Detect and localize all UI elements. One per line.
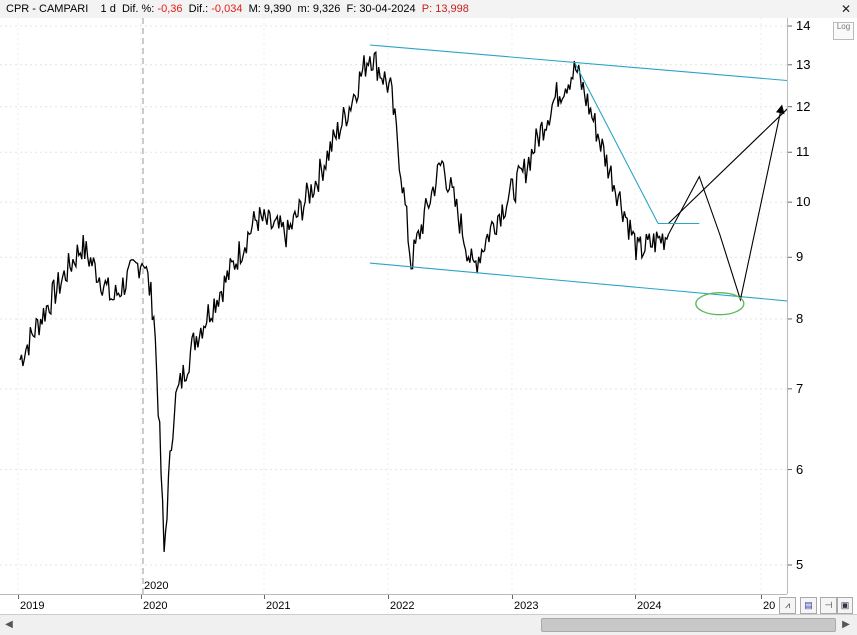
x-tick [388,595,389,599]
projection-path[interactable] [667,104,785,302]
price-chart[interactable] [0,18,787,594]
dif-value: -0,034 [211,3,243,15]
y-tick-label: 11 [796,144,810,160]
dif-pct-value: -0,36 [157,3,183,15]
downtrend-line[interactable] [575,64,659,224]
f-value: 30-04-2024 [359,3,416,15]
y-axis [788,18,857,594]
price-chart-area[interactable] [0,18,788,594]
horizontal-scrollbar[interactable]: ◀ ▶ [0,614,857,635]
chart-header: CPR - CAMPARI 1 d Dif. %: -0,36 Dif.: -0… [0,0,857,19]
y-tick-label: 14 [796,18,811,33]
x-tick [512,595,513,599]
save-icon[interactable]: ▤ [800,597,817,614]
close-icon[interactable]: ✕ [840,2,851,16]
x-tick [141,595,142,599]
log-scale-button[interactable]: Log [833,22,854,40]
scroll-left-icon[interactable]: ◀ [5,619,13,630]
y-tick-label: 7 [796,380,804,396]
p-label: P: [421,3,433,15]
x-tick-label: 20 [763,600,776,612]
x-tick [635,595,636,599]
channel-lower-line[interactable] [369,262,787,306]
price-line [19,50,670,552]
x-axis: 2019 2020 2021 2022 2023 2024 20 [0,594,787,615]
f-label: F: [346,3,357,15]
pin-icon[interactable]: ⊣ [820,597,837,614]
m2-value: 9,326 [312,3,341,15]
period-label: 1 d [100,3,116,15]
scroll-thumb[interactable] [541,618,836,632]
y-tick-label: 5 [796,557,804,572]
x-tick [264,595,265,599]
y-tick-label: 9 [796,249,804,265]
m2-label: m: [297,3,310,15]
dif-label: Dif.: [188,3,209,15]
x-tick [761,595,762,599]
y-tick-label: 8 [796,310,804,326]
x-tick-label: 2022 [390,600,415,612]
m-value: 9,390 [263,3,292,15]
x-tick-label: 2024 [637,600,662,612]
y-tick-label: 10 [796,194,811,210]
y-tick-label: 13 [796,56,811,72]
x-tick-label: 2019 [20,600,45,612]
expand-icon[interactable]: ▣ [837,597,853,614]
channel-upper-line[interactable] [369,44,787,85]
price-series [19,50,670,552]
scroll-right-icon[interactable]: ▶ [842,619,850,630]
drawing-objects [369,44,787,316]
dif-pct-label: Dif. %: [121,3,155,15]
grid-lines [0,18,787,594]
symbol-label: CPR - CAMPARI [6,3,89,15]
m-label: M: [248,3,261,15]
projection-up-arrow[interactable] [668,45,787,224]
x-tick-label: 2023 [514,600,539,612]
p-value: 13,998 [435,3,469,15]
y-tick-label: 6 [796,461,804,477]
x-tick-label: 2021 [266,600,291,612]
chart-style-icon[interactable]: ⩘ [779,597,796,614]
x-tick [18,595,19,599]
x-tick-label: 2020 [143,600,168,612]
target-ellipse[interactable] [695,292,745,316]
cursor-date-label: 2020 [144,580,169,592]
y-tick-label: 12 [796,98,811,114]
